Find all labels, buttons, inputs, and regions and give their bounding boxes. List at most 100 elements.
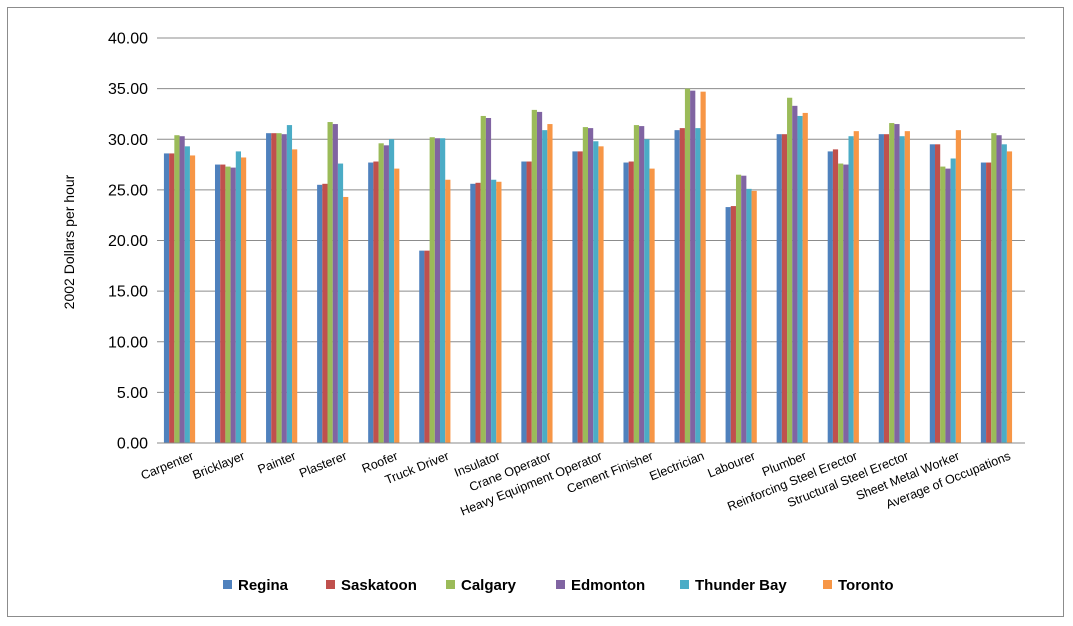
bar <box>240 157 247 444</box>
bar <box>802 112 808 444</box>
category-label: Carpenter <box>139 449 196 483</box>
bar <box>986 162 992 444</box>
bar <box>225 166 231 443</box>
bar <box>991 133 997 443</box>
bar <box>582 127 588 443</box>
bar <box>378 143 384 444</box>
series-edmonton <box>179 90 1002 444</box>
bar <box>899 136 905 443</box>
legend-swatch <box>680 580 689 589</box>
bar <box>628 161 634 443</box>
bar <box>271 133 277 443</box>
bar <box>531 109 537 443</box>
y-tick-label: 15.00 <box>108 284 148 301</box>
y-tick-label: 35.00 <box>108 81 148 98</box>
bar <box>394 168 400 444</box>
bar <box>633 125 640 443</box>
bar <box>383 145 389 443</box>
bar <box>179 136 185 443</box>
bar <box>684 88 691 444</box>
bar <box>174 135 180 443</box>
bar <box>169 153 175 444</box>
bar <box>996 135 1002 443</box>
bar <box>776 134 782 443</box>
legend-swatch <box>326 580 335 589</box>
bar <box>649 168 655 444</box>
bar <box>424 250 430 444</box>
bar <box>950 158 956 444</box>
legend-label: Toronto <box>838 577 894 594</box>
bar <box>848 136 854 443</box>
series-toronto <box>189 91 1013 444</box>
bar <box>598 146 604 443</box>
bar <box>735 174 742 443</box>
bar <box>889 123 895 444</box>
legend-label: Saskatoon <box>341 577 417 594</box>
bar <box>781 134 788 443</box>
bar <box>700 91 706 443</box>
bar <box>955 130 962 443</box>
bar <box>343 196 349 443</box>
bar <box>184 146 190 443</box>
bar <box>588 128 594 444</box>
legend-swatch <box>446 580 455 589</box>
bar <box>894 124 900 443</box>
bar <box>337 163 344 444</box>
bar <box>572 151 578 443</box>
bar <box>496 181 502 443</box>
bar <box>751 190 757 443</box>
bar <box>904 131 910 443</box>
bar <box>327 122 333 443</box>
bar <box>792 105 798 443</box>
bar <box>935 144 941 443</box>
bar <box>725 207 731 443</box>
y-axis-label: 2002 Dollars per hour <box>61 174 77 309</box>
bar <box>491 179 497 443</box>
bar <box>368 162 374 444</box>
legend-item: Regina <box>223 577 289 594</box>
legend-item: Toronto <box>823 577 894 594</box>
bar <box>480 115 486 444</box>
category-label: Painter <box>256 449 298 477</box>
bar <box>577 151 583 443</box>
bar <box>940 166 946 443</box>
bar <box>827 151 833 443</box>
y-tick-label: 10.00 <box>108 334 148 351</box>
bar <box>797 115 803 444</box>
legend-swatch <box>223 580 232 589</box>
category-label: Electrician <box>648 449 707 484</box>
series-calgary <box>174 88 997 444</box>
bar <box>644 139 650 443</box>
bar <box>189 155 196 443</box>
bar <box>317 184 323 443</box>
bar <box>521 161 527 443</box>
legend-item: Edmonton <box>556 577 645 594</box>
bar <box>787 97 793 444</box>
bar <box>674 130 680 443</box>
bar <box>276 133 282 443</box>
bar <box>536 111 543 443</box>
bar <box>1006 151 1013 443</box>
bar <box>388 139 395 443</box>
legend-item: Saskatoon <box>326 577 417 594</box>
bar <box>322 183 328 444</box>
bar <box>838 163 844 444</box>
y-tick-label: 0.00 <box>117 436 148 453</box>
bar <box>746 188 752 443</box>
bar <box>690 90 696 444</box>
bar <box>475 182 481 444</box>
legend-label: Edmonton <box>571 577 645 594</box>
bar <box>220 164 226 443</box>
bar <box>281 134 287 443</box>
legend: Regina Saskatoon Calgary Edmonton Thunder Ba… <box>223 577 894 594</box>
bar <box>214 164 221 443</box>
y-axis-ticks: 0.00 5.00 10.00 15.00 20.00 25.00 30.00 35.00 40… <box>108 31 148 453</box>
series-regina <box>163 130 987 444</box>
bar <box>639 126 645 443</box>
bar <box>230 167 236 443</box>
bar <box>286 125 293 443</box>
bar <box>843 164 849 443</box>
bar <box>878 134 884 443</box>
